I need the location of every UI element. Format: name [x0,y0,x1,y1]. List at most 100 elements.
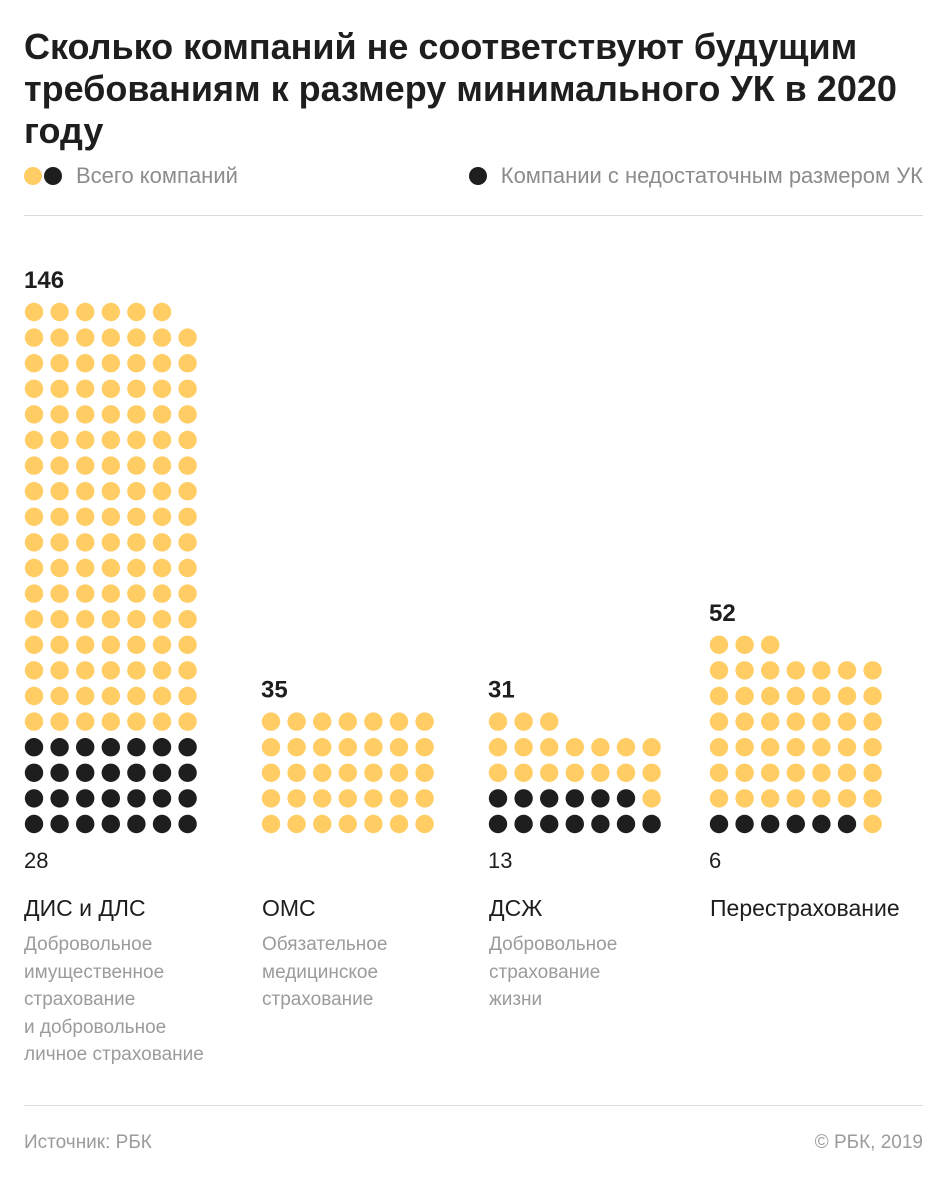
dot-total [761,686,780,706]
dot-total [761,738,780,757]
dot-total [837,686,857,706]
dot-total [786,686,805,706]
dot-total [152,712,172,731]
dot-short [101,738,121,757]
dot-total [488,763,508,782]
dot-total [152,635,172,654]
dot-total [76,302,95,322]
dot-total [24,610,44,629]
category-name: ДСЖ [489,895,543,921]
dot-total [761,763,780,782]
dot-total [786,763,805,782]
dot-short [76,763,95,782]
dot-total [709,738,729,757]
dot-total [338,712,357,731]
dot-total [50,405,69,424]
dot-short [50,789,69,808]
dot-total [178,584,197,603]
dot-total [50,558,69,578]
category-description-line: Добровольное [489,934,618,955]
dot-total [152,661,172,680]
dot-total [812,712,831,731]
dot-short [50,814,69,834]
dot-short [127,789,146,808]
dot-total [127,379,146,398]
dot-total [642,763,661,782]
dot-total [812,686,831,706]
dot-total [24,482,44,501]
dot-short [76,789,95,808]
dot-total [178,379,197,398]
dot-total [540,763,559,782]
total-value-label: 52 [709,600,736,627]
dot-total [50,635,69,654]
dot-total [616,763,636,782]
dot-total [837,712,857,731]
dot-total [152,405,172,424]
dot-total [101,635,121,654]
legend-swatch-black [468,167,487,185]
dot-total [364,789,383,808]
dot-total [152,686,172,706]
dot-total [50,328,69,347]
dot-total [127,584,146,603]
dot-short [152,789,172,808]
short-value-label: 13 [488,848,512,873]
dot-total [389,712,409,731]
dot-short [735,814,754,834]
dot-total [101,328,121,347]
dot-short [514,814,533,834]
dot-total [735,661,754,680]
dot-short [101,814,121,834]
dot-total [338,763,357,782]
dot-total [364,712,383,731]
dot-total [415,712,434,731]
dot-total [50,712,69,731]
dot-short [488,814,508,834]
dot-short [591,789,610,808]
dot-total [127,712,146,731]
category-description: Добровольное имущественное страхование и… [24,931,204,1069]
dot-total [178,482,197,501]
dot-total [152,533,172,552]
category-name: Перестрахование [710,895,900,921]
dot-total [709,763,729,782]
source-note: Источник: РБК [24,1132,152,1153]
dot-total [735,763,754,782]
dot-total [50,507,69,526]
dot-total [101,610,121,629]
category-description-line: жизни [489,989,543,1010]
dot-total [709,789,729,808]
dot-total [127,456,146,475]
dot-total [761,789,780,808]
dot-total [761,635,780,654]
copyright-note: © РБК, 2019 [814,1132,923,1153]
dot-total [837,789,857,808]
dot-short [127,763,146,782]
dot-total [127,558,146,578]
dot-total [24,430,44,450]
dot-short [152,738,172,757]
dot-short [565,789,584,808]
category-description-line: страхование [262,989,374,1010]
dot-total [863,661,882,680]
dot-total [709,661,729,680]
dot-total [863,814,882,834]
dot-short [540,789,559,808]
dot-total [178,328,197,347]
dot-total [178,661,197,680]
dot-short [786,814,805,834]
dot-total [127,533,146,552]
dot-total [761,661,780,680]
dot-total [178,430,197,450]
dot-total [565,738,584,757]
dot-short [178,738,197,757]
dot-total [76,686,95,706]
dot-total [565,763,584,782]
dot-total [313,789,332,808]
dot-total [76,661,95,680]
dot-total [24,584,44,603]
dot-total [50,686,69,706]
legend: Всего компаний Компании с недостаточным … [24,163,923,193]
dot-total [101,712,121,731]
